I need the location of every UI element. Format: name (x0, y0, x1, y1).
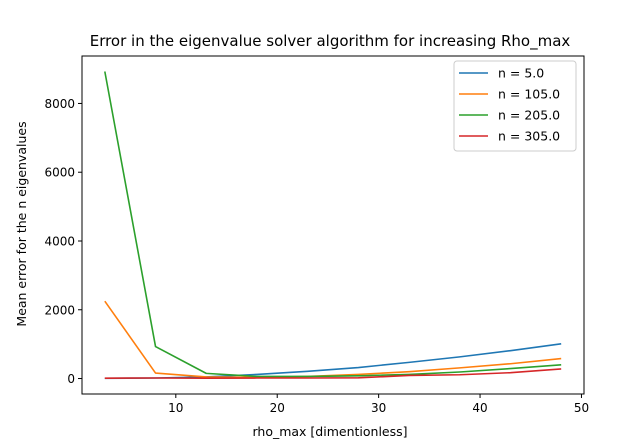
x-axis: 10 20 30 40 50 (168, 394, 589, 415)
y-tick-label: 2000 (44, 303, 75, 317)
x-tick-label: 30 (371, 401, 386, 415)
series-lines (104, 71, 562, 380)
y-tick-label: 0 (67, 372, 75, 386)
series-line-3 (104, 71, 562, 378)
x-axis-label: rho_max [dimentionless] (252, 424, 407, 439)
y-axis: 0 2000 4000 6000 8000 (44, 97, 82, 386)
plot-area (81, 55, 585, 395)
y-tick-label: 6000 (44, 166, 75, 180)
legend-entry-label: n = 5.0 (498, 66, 544, 81)
chart-title: Error in the eigenvalue solver algorithm… (90, 32, 571, 51)
legend-entry-label: n = 305.0 (498, 129, 560, 144)
x-tick-label: 10 (168, 401, 183, 415)
x-tick-label: 50 (574, 401, 589, 415)
y-tick-label: 4000 (44, 234, 75, 248)
x-tick-label: 40 (472, 401, 487, 415)
legend-box (453, 60, 577, 152)
x-tick-label: 20 (270, 401, 285, 415)
legend: n = 5.0 n = 105.0 n = 205.0 n = 305.0 (453, 60, 577, 152)
legend-entry-label: n = 105.0 (498, 87, 560, 102)
y-axis-label: Mean error for the n eigenvalues (14, 121, 29, 326)
legend-entry-label: n = 205.0 (498, 108, 560, 123)
series-line-4 (104, 368, 562, 379)
y-tick-label: 8000 (44, 97, 75, 111)
